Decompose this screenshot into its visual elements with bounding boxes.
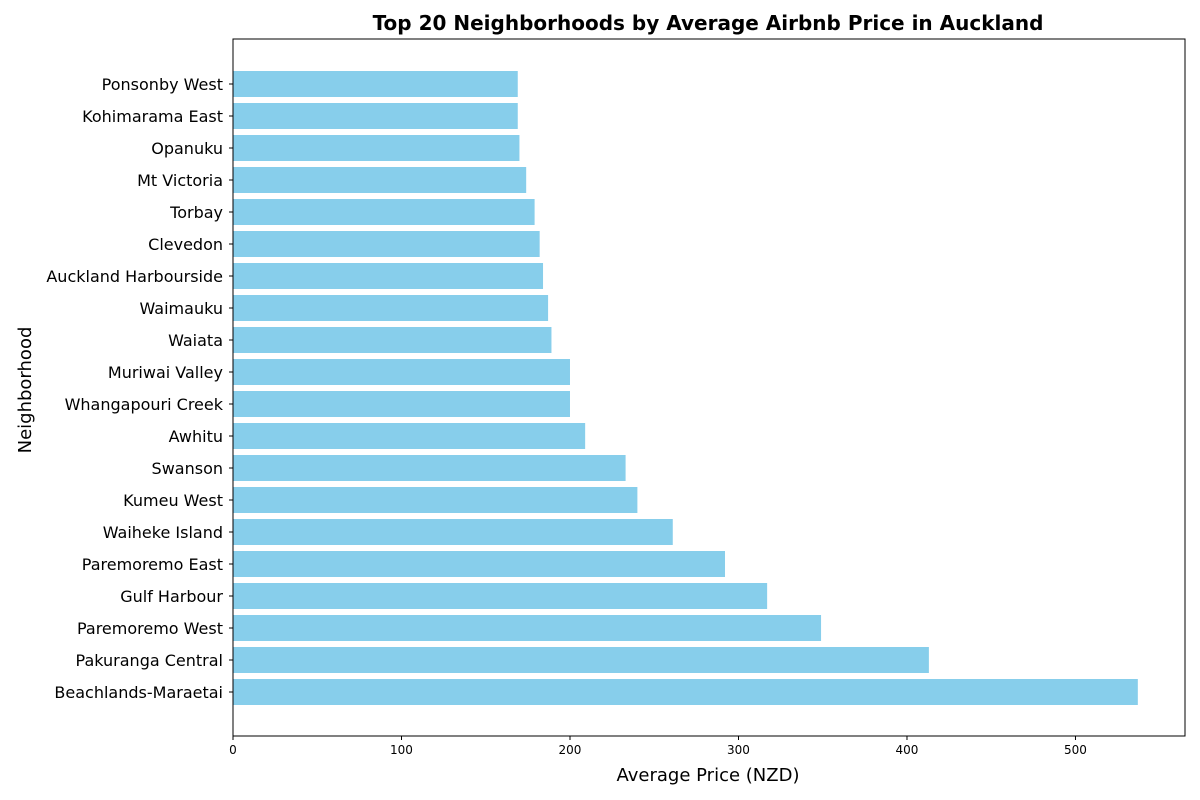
y-tick-label: Waiata <box>168 331 223 350</box>
bar <box>233 231 540 257</box>
x-tick-label: 300 <box>727 743 750 757</box>
bar <box>233 327 552 353</box>
bar <box>233 359 570 385</box>
chart-title: Top 20 Neighborhoods by Average Airbnb P… <box>373 11 1044 35</box>
bar <box>233 103 518 129</box>
bar <box>233 199 535 225</box>
x-axis-ticks: 0 100 200 300 400 500 <box>229 736 1087 757</box>
bar <box>233 551 726 577</box>
y-tick-label: Paremoremo West <box>77 619 223 638</box>
bar <box>233 167 527 193</box>
bars <box>233 71 1138 705</box>
bar <box>233 615 822 641</box>
bar <box>233 487 638 513</box>
y-tick-label: Clevedon <box>148 235 223 254</box>
y-tick-label: Kumeu West <box>123 491 223 510</box>
x-axis-label: Average Price (NZD) <box>617 765 800 786</box>
x-tick-label: 0 <box>229 743 237 757</box>
y-tick-label: Pakuranga Central <box>76 651 223 670</box>
x-tick-label: 400 <box>896 743 919 757</box>
y-tick-label: Gulf Harbour <box>120 587 223 606</box>
y-axis-ticks: Beachlands-Maraetai Pakuranga Central Pare… <box>46 75 233 702</box>
bar <box>233 295 549 321</box>
y-tick-label: Paremoremo East <box>82 555 223 574</box>
y-tick-label: Ponsonby West <box>102 75 223 94</box>
y-tick-label: Muriwai Valley <box>108 363 223 382</box>
bar <box>233 455 626 481</box>
bar <box>233 71 518 97</box>
y-tick-label: Opanuku <box>151 139 223 158</box>
plot-frame <box>232 38 1186 737</box>
bar <box>233 583 768 609</box>
y-tick-label: Swanson <box>152 459 223 478</box>
bar <box>233 679 1138 705</box>
y-tick-label: Waimauku <box>140 299 224 318</box>
bar <box>233 423 586 449</box>
y-tick-label: Waiheke Island <box>103 523 223 542</box>
x-tick-label: 500 <box>1064 743 1087 757</box>
y-tick-label: Mt Victoria <box>137 171 223 190</box>
y-tick-label: Auckland Harbourside <box>46 267 223 286</box>
bar <box>233 647 929 673</box>
y-axis-label: Neighborhood <box>15 327 36 454</box>
bar <box>233 519 673 545</box>
y-tick-label: Beachlands-Maraetai <box>54 683 223 702</box>
y-tick-label: Torbay <box>169 203 223 222</box>
y-tick-label: Awhitu <box>169 427 223 446</box>
y-tick-label: Whangapouri Creek <box>65 395 224 414</box>
y-tick-label: Kohimarama East <box>82 107 223 126</box>
x-tick-label: 200 <box>559 743 582 757</box>
bar <box>233 263 544 289</box>
bar <box>233 135 520 161</box>
bar <box>233 391 570 417</box>
x-tick-label: 100 <box>390 743 413 757</box>
